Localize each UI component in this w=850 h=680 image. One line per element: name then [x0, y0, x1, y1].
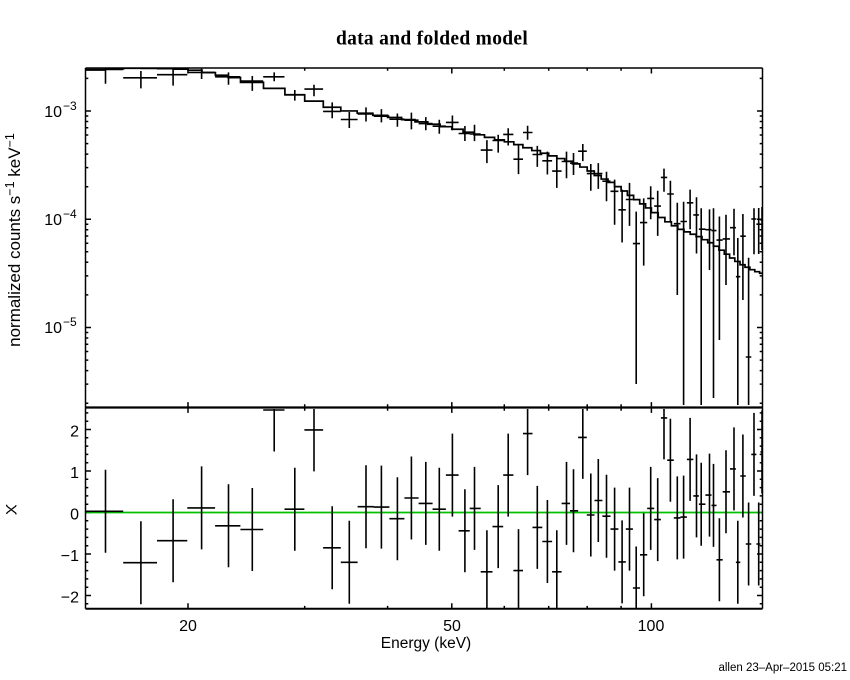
svg-text:10: 10 [44, 320, 62, 337]
svg-text:100: 100 [638, 618, 665, 635]
svg-text:−1: −1 [61, 548, 79, 565]
svg-text:1: 1 [70, 465, 79, 482]
svg-text:allen 23–Apr–2015 05:21: allen 23–Apr–2015 05:21 [718, 662, 847, 674]
svg-text:data and folded model: data and folded model [336, 29, 528, 50]
svg-text:−3: −3 [63, 99, 77, 113]
svg-text:Energy (keV): Energy (keV) [381, 635, 471, 652]
svg-text:normalized counts s−1 keV−1: normalized counts s−1 keV−1 [3, 133, 24, 347]
svg-text:2: 2 [70, 424, 79, 441]
svg-text:−5: −5 [63, 315, 77, 329]
svg-text:10: 10 [44, 212, 62, 229]
svg-text:−4: −4 [63, 207, 77, 221]
svg-text:−2: −2 [61, 590, 79, 607]
svg-text:10: 10 [44, 104, 62, 121]
svg-text:0: 0 [70, 507, 79, 524]
svg-text:50: 50 [443, 618, 461, 635]
svg-text:20: 20 [179, 618, 197, 635]
